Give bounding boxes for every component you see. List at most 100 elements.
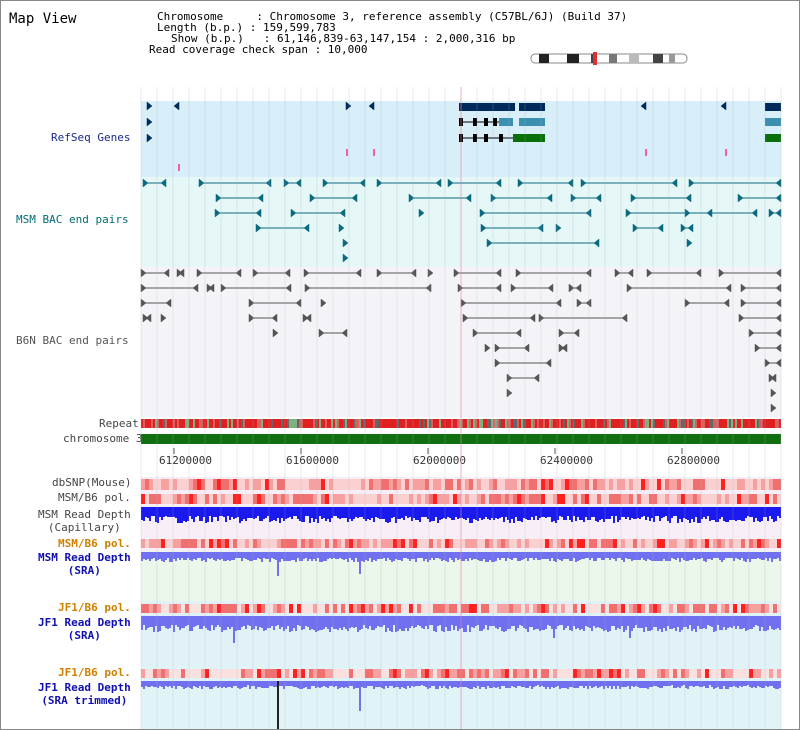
bac-end-marker xyxy=(342,253,349,263)
bac-end-marker xyxy=(318,328,325,338)
track-label-b6n-bac[interactable]: B6N BAC end pairs xyxy=(16,334,129,347)
read-depth-bar xyxy=(777,681,779,689)
read-depth-bar xyxy=(753,616,755,627)
read-depth-bar xyxy=(437,552,439,558)
bac-end-marker xyxy=(486,238,493,248)
read-depth-bar xyxy=(425,681,427,687)
track-label-chromosome: chromosome 3 xyxy=(63,432,143,445)
pol-heat-cell xyxy=(545,539,549,548)
dbsnp-heat-cell xyxy=(461,479,465,490)
read-depth-bar xyxy=(603,552,605,560)
dbsnp-heat-cell xyxy=(225,479,229,490)
read-depth-bar xyxy=(667,681,669,686)
repeat-segment xyxy=(579,419,581,428)
read-depth-bar xyxy=(395,616,397,632)
track-label-jf1-b6-pol[interactable]: JF1/B6 pol. xyxy=(58,601,131,614)
read-depth-bar xyxy=(643,507,645,516)
pol-heat-cell xyxy=(141,604,145,613)
pol-heat-cell xyxy=(245,539,249,548)
read-depth-bar xyxy=(143,507,145,521)
track-label-repeat[interactable]: Repeat xyxy=(99,417,139,430)
read-depth-bar xyxy=(373,681,375,689)
repeat-segment xyxy=(493,419,495,428)
read-depth-bar xyxy=(531,616,533,627)
pol-heat-cell xyxy=(313,539,317,548)
track-label-dbsnp[interactable]: dbSNP(Mouse) xyxy=(52,476,132,489)
read-depth-bar xyxy=(199,616,201,629)
pol-heat-cell xyxy=(177,539,181,548)
read-depth-bar xyxy=(265,681,267,688)
read-depth-bar xyxy=(605,616,607,630)
repeat-segment xyxy=(555,419,557,428)
read-depth-bar xyxy=(619,616,621,629)
pol-heat-cell xyxy=(193,669,197,678)
pol-heat-cell xyxy=(173,539,177,548)
read-depth-bar xyxy=(249,681,251,689)
track-label-msm-bac[interactable]: MSM BAC end pairs xyxy=(16,213,129,226)
pol-heat-cell xyxy=(477,539,481,548)
bac-end-marker xyxy=(295,178,302,188)
pol-heat-cell xyxy=(597,539,601,548)
track-label-msm-b6-pol-2[interactable]: MSM/B6 pol. xyxy=(58,537,131,550)
read-depth-bar xyxy=(259,507,261,521)
read-depth-bar xyxy=(525,507,527,519)
repeat-segment xyxy=(335,419,337,428)
repeat-segment xyxy=(755,419,757,428)
read-depth-bar xyxy=(279,552,281,562)
read-depth-bar xyxy=(429,681,431,688)
read-depth-bar xyxy=(673,681,675,688)
read-depth-bar xyxy=(307,552,309,561)
repeat-segment xyxy=(661,419,663,428)
dbsnp-heat-cell xyxy=(657,479,661,490)
read-depth-bar xyxy=(645,507,647,520)
track-label-refseq[interactable]: RefSeq Genes xyxy=(51,131,131,144)
read-depth-bar xyxy=(199,507,201,521)
read-depth-bar xyxy=(761,552,763,560)
read-depth-bar xyxy=(593,507,595,517)
read-depth-bar xyxy=(593,616,595,626)
read-depth-bar xyxy=(649,552,651,560)
repeat-segment xyxy=(177,419,179,428)
track-label-jf1-read-depth-sra[interactable]: JF1 Read Depth (SRA) xyxy=(38,616,131,642)
read-depth-bar xyxy=(479,616,481,631)
pol-heat-cell xyxy=(681,669,685,678)
track-label-jf1-read-depth-trimmed[interactable]: JF1 Read Depth (SRA trimmed) xyxy=(38,681,131,707)
pol-heat-cell xyxy=(441,539,445,548)
read-depth-bar xyxy=(675,681,677,688)
read-depth-bar xyxy=(473,616,475,628)
read-depth-bar xyxy=(523,552,525,559)
read-depth-bar xyxy=(745,616,747,631)
read-depth-bar xyxy=(683,552,685,560)
repeat-segment xyxy=(149,419,151,428)
pol-heat-cell xyxy=(221,494,225,504)
track-label-jf1-b6-pol-2[interactable]: JF1/B6 pol. xyxy=(58,666,131,679)
track-label-msm-b6-pol[interactable]: MSM/B6 pol. xyxy=(58,491,131,504)
pol-heat-cell xyxy=(189,494,193,504)
pol-heat-cell xyxy=(157,604,161,613)
pol-heat-cell xyxy=(245,669,249,678)
read-depth-bar xyxy=(571,507,573,522)
read-depth-bar xyxy=(245,616,247,629)
read-depth-bar xyxy=(221,552,223,559)
read-depth-bar xyxy=(751,616,753,629)
repeat-segment xyxy=(205,419,207,428)
track-label-msm-read-depth-sra[interactable]: MSM Read Depth (SRA) xyxy=(38,551,131,577)
pol-heat-cell xyxy=(345,669,349,678)
pol-heat-cell xyxy=(541,494,545,504)
bac-end-marker xyxy=(305,313,312,323)
read-depth-bar xyxy=(261,681,263,688)
read-depth-bar xyxy=(725,507,727,522)
chromosome-ideogram[interactable] xyxy=(529,52,689,66)
track-label-msm-read-depth-capillary[interactable]: MSM Read Depth (Capillary) xyxy=(38,508,131,534)
read-depth-bar xyxy=(707,552,709,559)
read-depth-bar xyxy=(513,552,515,558)
pol-heat-cell xyxy=(385,539,389,548)
pol-heat-cell xyxy=(513,539,517,548)
pol-heat-cell xyxy=(505,494,509,504)
dbsnp-heat-cell xyxy=(305,479,309,490)
read-depth-bar xyxy=(769,681,771,686)
read-depth-bar xyxy=(315,616,317,632)
pol-heat-cell xyxy=(545,494,549,504)
read-depth-bar xyxy=(163,681,165,689)
